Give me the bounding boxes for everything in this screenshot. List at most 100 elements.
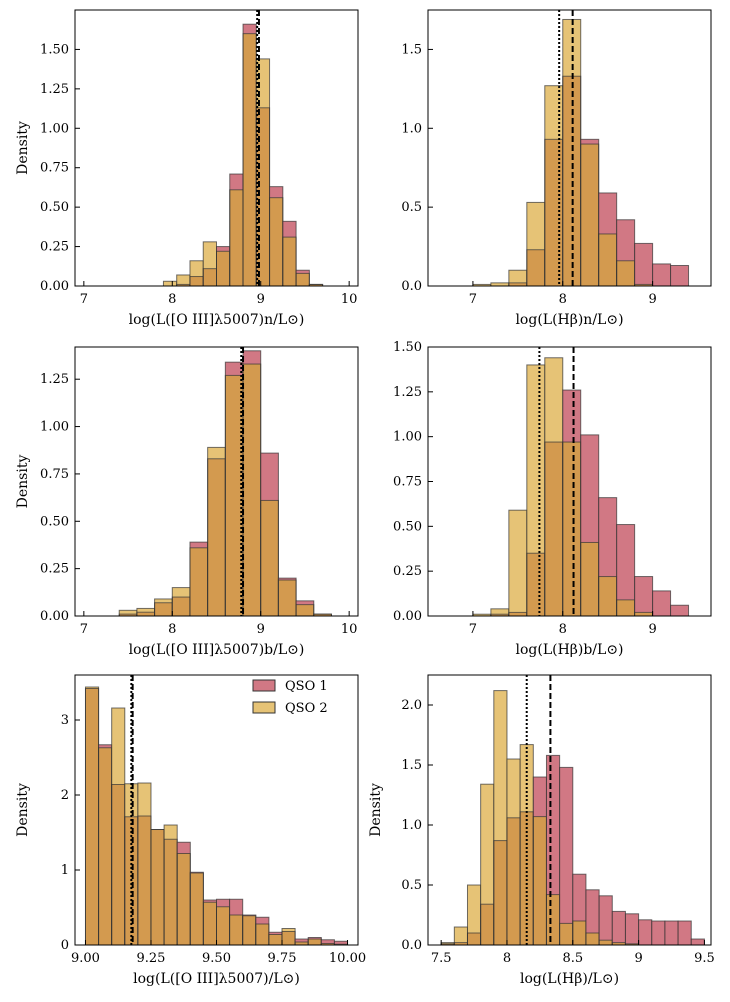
- y-tick-label: 0.75: [40, 467, 69, 482]
- legend: QSO 1 QSO 2: [252, 679, 328, 716]
- bar-qso1: [651, 921, 665, 945]
- bar-qso2: [490, 608, 509, 615]
- x-tick-label: 9.00: [71, 951, 100, 966]
- x-tick-label: 7: [469, 622, 477, 637]
- bar-qso1: [295, 939, 309, 942]
- bar-qso1: [216, 899, 230, 907]
- y-tick-label: 0.50: [40, 514, 69, 529]
- bar-qso1: [533, 777, 547, 817]
- y-tick-label: 0.75: [40, 161, 69, 176]
- bar-qso2: [176, 274, 190, 285]
- bar-overlap: [625, 943, 639, 945]
- x-tick-label: 7: [80, 622, 88, 637]
- bar-qso1: [634, 243, 653, 285]
- bar-overlap: [296, 273, 310, 286]
- bar-overlap: [243, 364, 261, 616]
- bar-qso2: [454, 927, 468, 943]
- bar-overlap: [229, 189, 244, 286]
- bar-qso2: [467, 885, 481, 933]
- bar-qso2: [164, 825, 178, 840]
- bar-qso1: [691, 939, 705, 945]
- bar-overlap: [203, 902, 217, 945]
- bar-qso2: [508, 270, 527, 283]
- bar-overlap: [190, 873, 204, 945]
- bar-overlap: [616, 599, 635, 616]
- bar-qso2: [85, 687, 99, 689]
- bar-overlap: [216, 906, 230, 945]
- y-tick-label: 1.00: [40, 121, 69, 136]
- y-tick-label: 1.00: [393, 430, 422, 445]
- bar-qso2: [137, 783, 151, 816]
- x-tick-label: 9: [648, 622, 656, 637]
- y-tick-label: 2.0: [401, 698, 422, 713]
- bar-qso1: [321, 939, 335, 944]
- y-tick-label: 0.5: [401, 200, 422, 215]
- y-tick-label: 3: [61, 713, 69, 728]
- x-tick-label: 9: [257, 292, 265, 307]
- bar-qso1: [612, 911, 626, 943]
- x-tick-label: 8: [503, 951, 511, 966]
- bar-overlap: [308, 939, 322, 945]
- bar-qso2: [111, 708, 125, 785]
- bar-overlap: [189, 547, 208, 616]
- bar-overlap: [137, 816, 151, 945]
- y-tick-label: 0.25: [393, 564, 422, 579]
- bar-overlap: [172, 597, 190, 616]
- axes-frame: [74, 346, 359, 617]
- x-tick-label: 10: [341, 292, 358, 307]
- bar-qso1: [255, 917, 269, 924]
- bar-qso2: [472, 614, 491, 616]
- bar-overlap: [454, 942, 468, 945]
- y-tick-label: 1.0: [401, 121, 422, 136]
- bar-qso1: [580, 139, 599, 145]
- y-tick-label: 1.25: [40, 82, 69, 97]
- bar-qso1: [546, 755, 560, 895]
- bar-overlap: [154, 602, 173, 616]
- bar-overlap: [616, 260, 635, 286]
- bar-overlap: [255, 924, 269, 945]
- bar-overlap: [506, 817, 521, 945]
- bar-qso1: [269, 186, 283, 198]
- x-tick-label: 10: [341, 622, 358, 637]
- axes-frame: [427, 674, 712, 946]
- bar-qso1: [243, 24, 257, 34]
- bar-overlap: [544, 442, 563, 616]
- bar-overlap: [598, 576, 617, 616]
- x-axis-label: log(L([O III]λ5007)n/L⊙): [129, 312, 305, 328]
- bar-qso1: [229, 174, 244, 190]
- bar-qso1: [580, 434, 599, 543]
- bar-overlap: [309, 284, 323, 286]
- bar-overlap: [176, 284, 190, 286]
- x-tick-label: 9.5: [694, 951, 715, 966]
- panel-hbeta-broad: 7 8 9 0.00 0.25 0.50 0.75 1.00 1.25 1.50 log(L(Hβ)…: [393, 340, 712, 658]
- bar-overlap: [467, 933, 481, 945]
- x-axis-label: log(L(Hβ)b/L⊙): [515, 642, 623, 658]
- y-axis-label: Density: [15, 121, 31, 175]
- bar-overlap: [585, 933, 600, 945]
- bar-overlap: [229, 915, 243, 945]
- bar-qso2: [207, 447, 226, 459]
- x-axis-label: log(L(Hβ)/L⊙): [520, 971, 619, 987]
- bar-overlap: [282, 237, 297, 286]
- bar-qso2: [203, 241, 217, 269]
- x-tick-label: 10.00: [329, 951, 366, 966]
- bar-qso1: [334, 941, 348, 945]
- bar-qso1: [216, 246, 230, 252]
- bar-qso2: [526, 364, 545, 554]
- y-tick-label: 0.00: [40, 279, 69, 294]
- bar-overlap: [203, 268, 217, 286]
- x-tick-label: 9: [257, 622, 265, 637]
- bar-qso2: [493, 690, 507, 841]
- bar-overlap: [634, 612, 653, 616]
- x-tick-label: 9.50: [202, 951, 231, 966]
- bar-overlap: [598, 233, 617, 286]
- bar-qso2: [480, 784, 494, 905]
- bar-qso2: [163, 281, 177, 286]
- bar-qso1: [670, 265, 689, 286]
- y-tick-label: 2: [61, 788, 69, 803]
- x-tick-label: 8: [559, 292, 567, 307]
- bar-qso1: [652, 590, 671, 616]
- y-tick-label: 0.00: [393, 609, 422, 624]
- legend-label-qso1: QSO 1: [285, 679, 328, 694]
